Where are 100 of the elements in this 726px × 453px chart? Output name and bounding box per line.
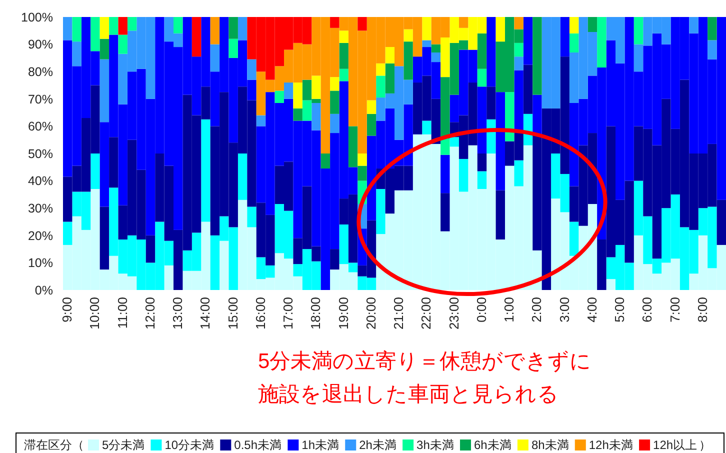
bar xyxy=(496,190,505,240)
x-tick-label: 23:00 xyxy=(446,297,462,330)
bar xyxy=(284,82,294,99)
text: ） xyxy=(699,438,712,452)
bar xyxy=(422,120,432,134)
bar xyxy=(330,114,340,134)
legend-label: 0.5h未満 xyxy=(234,438,282,452)
bar xyxy=(339,68,348,82)
y-tick-label: 10% xyxy=(28,256,53,270)
legend-label: 12h以上 xyxy=(653,438,698,452)
bar xyxy=(606,279,616,290)
bar xyxy=(109,137,118,188)
bar xyxy=(192,17,202,57)
bar xyxy=(366,114,376,136)
bar xyxy=(210,17,220,44)
x-tick-label: 15:00 xyxy=(225,297,240,330)
bar xyxy=(431,44,441,52)
bar xyxy=(312,76,321,99)
bar xyxy=(440,193,450,232)
legend-label: 5分未満 xyxy=(102,438,145,452)
bar xyxy=(302,100,312,121)
bar xyxy=(228,17,238,39)
x-tick-label: 0:00 xyxy=(474,297,489,322)
x-tick-label: 10:00 xyxy=(87,297,102,330)
bar xyxy=(458,17,468,28)
y-tick-label: 20% xyxy=(28,228,53,243)
x-tick-label: 22:00 xyxy=(418,297,434,330)
legend-title: 滞在区分（ xyxy=(24,438,84,452)
bar xyxy=(514,56,524,70)
x-tick-label: 16:00 xyxy=(252,297,268,330)
bar xyxy=(312,102,321,130)
bar xyxy=(597,17,606,68)
bar xyxy=(523,17,533,65)
bar xyxy=(376,188,386,234)
x-tick-label: 17:00 xyxy=(280,297,296,330)
bar xyxy=(330,17,340,28)
bar xyxy=(63,222,72,245)
bar xyxy=(496,17,505,42)
y-tick-label: 30% xyxy=(28,201,53,216)
bar xyxy=(358,154,367,166)
bar xyxy=(514,160,524,186)
bar xyxy=(293,82,302,108)
bar xyxy=(339,42,348,69)
bar xyxy=(477,33,487,69)
bar xyxy=(496,92,505,190)
bar xyxy=(330,90,340,114)
bar xyxy=(274,90,284,103)
bar xyxy=(330,249,340,270)
bar xyxy=(201,119,210,222)
bar xyxy=(358,17,367,31)
bar xyxy=(477,68,487,87)
bar xyxy=(90,154,100,189)
legend-label: 10分未満 xyxy=(164,438,214,452)
y-tick-label: 80% xyxy=(28,64,53,79)
bar xyxy=(458,158,468,192)
x-tick-label: 18:00 xyxy=(308,297,324,330)
bar xyxy=(569,33,579,52)
bar xyxy=(100,206,110,270)
bar xyxy=(440,138,450,155)
x-tick-label: 13:00 xyxy=(170,297,186,330)
bar xyxy=(422,17,432,40)
x-tick-label: 2:00 xyxy=(529,297,544,322)
bar xyxy=(238,17,248,40)
x-tick-label: 6:00 xyxy=(640,297,655,322)
bar xyxy=(118,17,128,35)
text: 5分未満の立寄り＝休憩ができずに xyxy=(258,350,592,373)
bar xyxy=(404,29,413,42)
bar xyxy=(708,40,717,60)
bar xyxy=(450,137,459,147)
x-tick-label: 7:00 xyxy=(667,297,682,322)
bar xyxy=(330,77,340,91)
x-tick-label: 1:00 xyxy=(502,297,517,322)
legend-label: 8h未満 xyxy=(531,438,569,452)
bar xyxy=(100,59,110,122)
x-tick-label: 4:00 xyxy=(584,297,600,322)
y-tick-label: 40% xyxy=(28,174,53,188)
bar xyxy=(339,30,348,43)
bar xyxy=(477,154,487,172)
y-tick-label: 50% xyxy=(28,146,53,161)
bar xyxy=(376,63,386,76)
bar xyxy=(238,154,248,200)
x-tick-label: 8:00 xyxy=(694,297,710,322)
x-tick-label: 3:00 xyxy=(556,297,572,322)
bar xyxy=(109,17,118,35)
bar xyxy=(486,86,496,120)
text: 施設を退出した車両と見られる xyxy=(258,383,559,406)
x-tick-label: 11:00 xyxy=(114,297,130,329)
bar xyxy=(72,42,82,66)
bar xyxy=(431,52,441,62)
bar xyxy=(100,17,110,39)
bar xyxy=(118,34,128,54)
bar xyxy=(247,59,256,80)
x-tick-label: 21:00 xyxy=(391,297,406,330)
y-tick-label: 60% xyxy=(28,120,53,134)
bar xyxy=(100,38,110,60)
bar xyxy=(689,17,698,34)
bar xyxy=(440,154,450,194)
bar xyxy=(477,171,487,189)
y-tick-label: 100% xyxy=(21,10,53,24)
bar xyxy=(385,63,394,94)
